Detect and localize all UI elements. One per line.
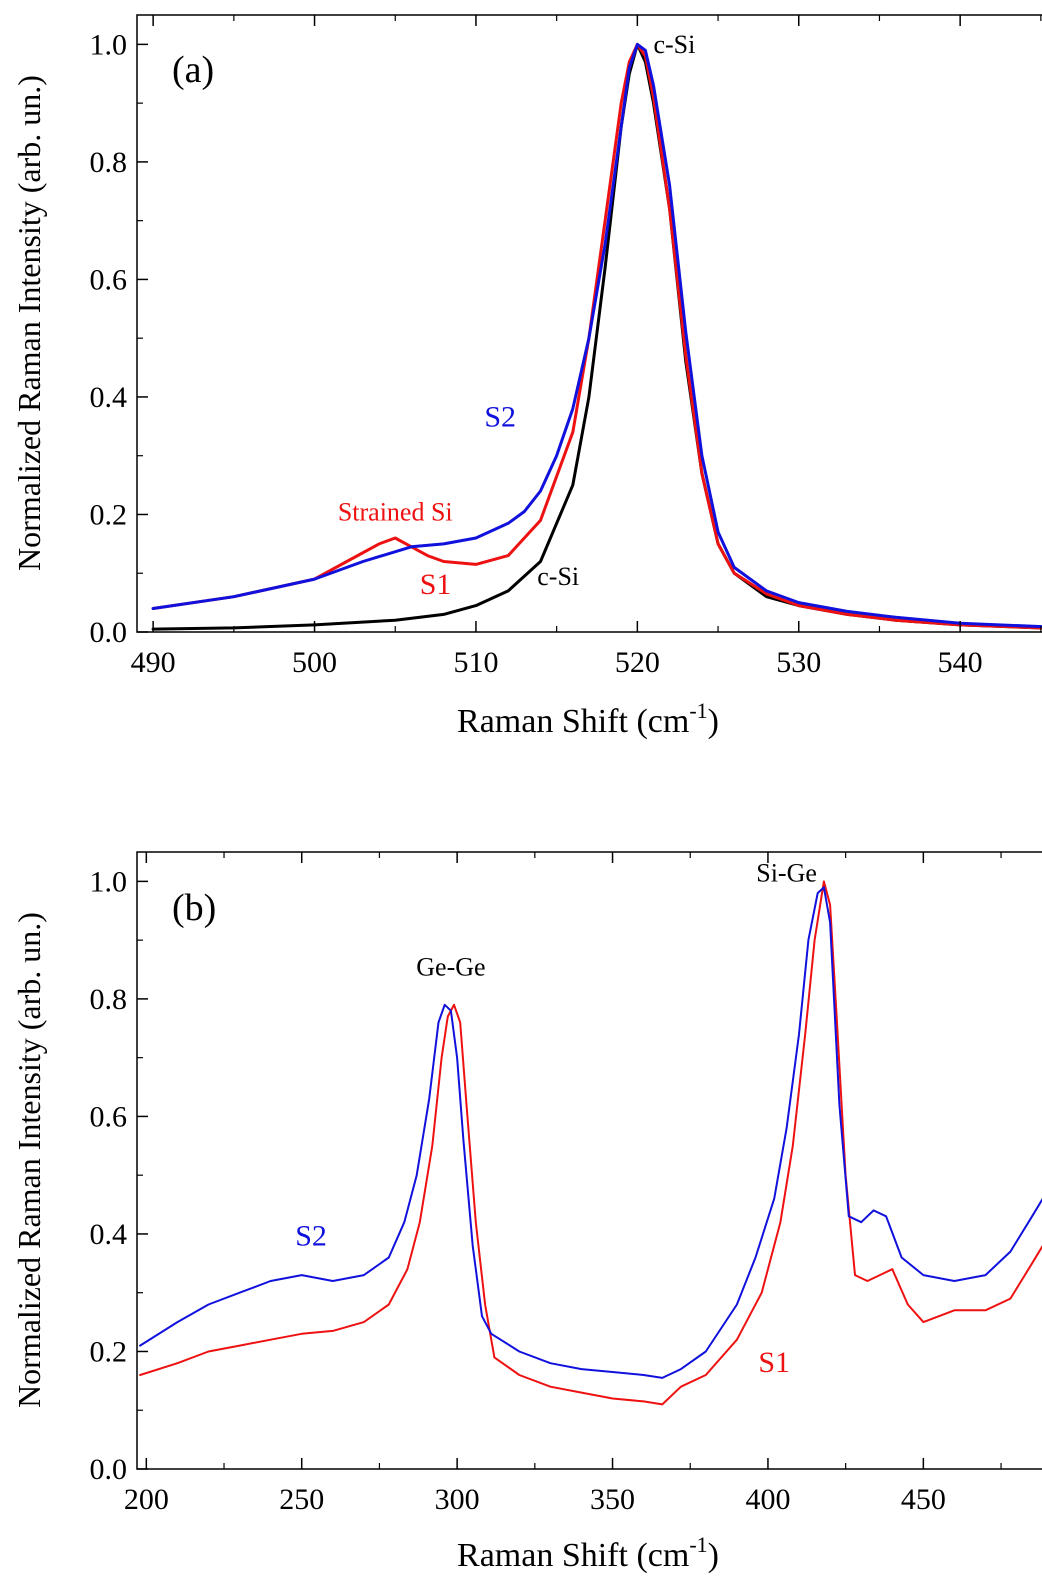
panel-a-annotation-c-si: c-Si [653, 30, 695, 59]
panel-a-frame [136, 14, 1042, 633]
panel-b-y-tick-label: 0.0 [90, 1453, 128, 1486]
panel-b-y-tick-label: 0.6 [90, 1100, 128, 1133]
panel-b-plot-area: 200 250 300 350 400 450 0.0 0.2 0.4 0.6 0.8 1.0 Ge-… [90, 851, 1042, 1516]
panel-a-series-c-si [151, 42, 1042, 631]
panel-a-y-tick-label: 0.4 [90, 381, 128, 414]
panel-b-x-tick-label: 400 [745, 1483, 790, 1516]
panel-b: 200 250 300 350 400 450 0.0 0.2 0.4 0.6 0.8 1.0 Ge-… [11, 851, 1042, 1574]
panel-a-x-tick-label: 500 [292, 646, 337, 679]
panel-b-x-tick-label: 250 [279, 1483, 324, 1516]
panel-b-annotation-s1: S1 [758, 1346, 790, 1379]
panel-a-series-s2 [151, 42, 1042, 629]
panel-b-y-tick-label: 1.0 [90, 865, 128, 898]
panel-b-y-axis-label-text: Normalized Raman Intensity (arb. un.) [11, 912, 47, 1408]
panel-a-x-axis-label: Raman Shift (cm-1) [457, 698, 719, 740]
panel-a-x-tick-label: 490 [131, 646, 176, 679]
panel-b-annotation-s2: S2 [295, 1220, 327, 1253]
panel-a-y-tick-label: 0.0 [90, 616, 128, 649]
panel-b-x-axis-label-main: Raman Shift (cm [457, 1537, 689, 1574]
panel-a-label: (a) [172, 49, 214, 91]
panel-a-annotation-s1: S1 [420, 568, 452, 601]
panel-b-y-tick-label: 0.2 [90, 1335, 128, 1368]
panel-a-x-axis-label-end: ) [708, 703, 719, 740]
panel-a-y-axis-label: Normalized Raman Intensity (arb. un.) [11, 75, 47, 571]
panel-a-x-tick-label: 530 [776, 646, 821, 679]
panel-a-x-tick-label: 520 [615, 646, 660, 679]
panel-b-series-s2 [139, 886, 1042, 1379]
panel-b-y-axis-label: Normalized Raman Intensity (arb. un.) [11, 912, 47, 1408]
panel-b-ticks-layer: 200 250 300 350 400 450 0.0 0.2 0.4 0.6 0.8 1.0 [90, 852, 1002, 1516]
panel-a-annotation-strained-si: Strained Si [338, 497, 453, 526]
panel-a-y-axis-label-text: Normalized Raman Intensity (arb. un.) [11, 75, 47, 571]
panel-a-x-tick-label: 510 [453, 646, 498, 679]
panel-b-series-layer [139, 880, 1042, 1406]
panel-b-y-tick-label: 0.8 [90, 983, 128, 1016]
panel-a-x-axis-label-main: Raman Shift (cm [457, 703, 689, 740]
panel-a-y-tick-label: 0.2 [90, 498, 128, 531]
panel-a-y-tick-label: 0.8 [90, 146, 128, 179]
panel-a-series-s1 [151, 42, 1042, 630]
panel-b-annotation-si-ge: Si-Ge [756, 858, 817, 887]
panel-a-annotations: c-Si c-Si Strained Si S1 S2 [338, 30, 696, 601]
panel-b-annotation-ge-ge: Ge-Ge [416, 952, 485, 981]
panel-b-x-axis-label-sup: -1 [689, 1532, 707, 1557]
panel-a-x-axis-label-sup: -1 [689, 698, 707, 723]
panel-a-plot-area: 490 500 510 520 530 540 0.0 0.2 0.4 0.6 0.8 1.0 c-S… [90, 14, 1042, 679]
panel-a: 490 500 510 520 530 540 0.0 0.2 0.4 0.6 0.8 1.0 c-S… [11, 14, 1042, 740]
panel-a-series-layer [151, 42, 1042, 631]
panel-a-x-tick-label: 540 [938, 646, 983, 679]
panel-b-x-tick-label: 200 [124, 1483, 169, 1516]
panel-a-y-tick-label: 0.6 [90, 263, 128, 296]
panel-b-label: (b) [172, 887, 216, 929]
panel-b-annotations: Ge-Ge Si-Ge S2 S1 [295, 858, 817, 1379]
panel-b-y-tick-label: 0.4 [90, 1218, 128, 1251]
panel-a-y-tick-label: 1.0 [90, 28, 128, 61]
panel-a-annotation-s2: S2 [484, 400, 516, 433]
panel-b-x-axis-label: Raman Shift (cm-1) [457, 1532, 719, 1574]
panel-b-frame [136, 851, 1042, 1470]
panel-b-x-tick-label: 350 [590, 1483, 635, 1516]
panel-b-x-axis-label-end: ) [708, 1537, 719, 1574]
panel-b-x-tick-label: 450 [901, 1483, 946, 1516]
panel-b-series-s1 [139, 880, 1042, 1406]
panel-b-x-tick-label: 300 [435, 1483, 480, 1516]
panel-a-ticks-layer: 490 500 510 520 530 540 0.0 0.2 0.4 0.6 0.8 1.0 [90, 15, 1042, 679]
panel-a-annotation-c-si: c-Si [537, 562, 579, 591]
